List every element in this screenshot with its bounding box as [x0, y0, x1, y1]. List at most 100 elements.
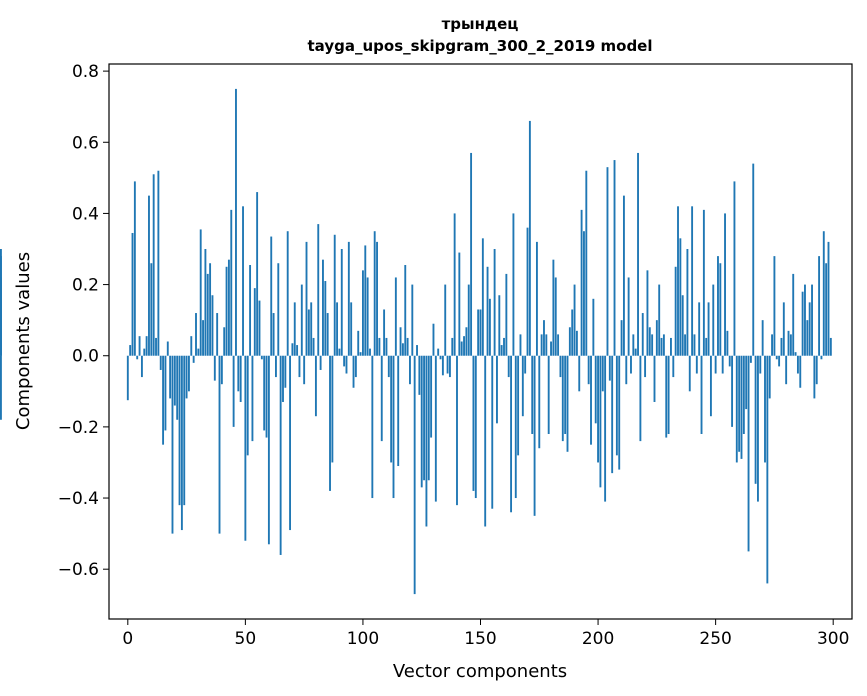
bar [253, 288, 256, 356]
bar [679, 238, 682, 356]
bar [232, 355, 235, 427]
bar [383, 309, 386, 356]
bar [357, 330, 360, 356]
bar [601, 355, 604, 392]
bar [735, 355, 738, 463]
bar [554, 277, 557, 356]
bar [190, 336, 193, 356]
bar [246, 355, 249, 456]
bar [300, 284, 303, 356]
bar [397, 355, 400, 467]
bar [745, 355, 748, 410]
y-tick-label: 0.2 [72, 276, 99, 296]
bar [145, 336, 148, 356]
bar [434, 355, 437, 502]
y-axis-label: Components values [13, 252, 34, 430]
bar [681, 295, 684, 356]
bar [223, 327, 226, 356]
bar [493, 249, 496, 356]
bar [206, 273, 209, 356]
bar [213, 355, 216, 381]
bar [284, 355, 287, 388]
bar [394, 277, 397, 356]
bar [625, 355, 628, 385]
y-tick-label: −0.4 [58, 489, 99, 509]
bar [811, 284, 813, 356]
bar [472, 355, 475, 491]
bar [237, 355, 240, 392]
bar [275, 355, 277, 378]
bar [733, 181, 736, 356]
bar-series [0, 88, 832, 595]
bar [825, 263, 828, 356]
bar [578, 355, 581, 392]
bar [754, 355, 757, 484]
bar [293, 302, 296, 356]
bar [768, 355, 771, 399]
x-tick-label: 300 [817, 629, 849, 649]
bar [272, 313, 275, 356]
bar [225, 266, 228, 356]
bar [340, 249, 343, 356]
bar [413, 355, 416, 595]
bar [251, 355, 254, 442]
bar [467, 284, 470, 356]
bar [634, 348, 637, 356]
bar [726, 330, 729, 356]
bar [771, 334, 773, 356]
bar [585, 170, 588, 356]
bar [0, 355, 2, 420]
bar [719, 263, 722, 356]
bar [533, 355, 536, 516]
bar [526, 227, 529, 356]
bar [387, 355, 390, 378]
bar [507, 355, 510, 378]
bar [303, 355, 306, 385]
bar [314, 355, 317, 417]
bar [658, 284, 661, 356]
bar [822, 231, 825, 356]
bar [263, 355, 266, 431]
bar [524, 355, 527, 374]
bar [465, 327, 468, 356]
bar [479, 309, 482, 356]
bar [622, 195, 625, 356]
bar [173, 355, 176, 406]
bar [307, 309, 310, 356]
bar [535, 241, 538, 356]
bar [150, 263, 153, 356]
bar [764, 355, 766, 463]
bar [385, 337, 388, 356]
bar [390, 355, 393, 463]
bar [432, 323, 435, 356]
bar [538, 355, 541, 449]
bar [319, 355, 322, 370]
bar [571, 309, 574, 356]
bar [606, 167, 609, 356]
bar [249, 265, 252, 356]
bar [728, 355, 731, 367]
bar [717, 256, 719, 356]
bar [444, 284, 447, 356]
bar [594, 355, 597, 424]
bar [630, 355, 632, 374]
bar [133, 181, 136, 356]
bar [324, 281, 327, 356]
bar [331, 355, 334, 463]
bar [406, 337, 409, 356]
bar [220, 355, 223, 385]
bar [580, 209, 583, 356]
bar [665, 355, 668, 438]
bar [216, 313, 219, 356]
bar [258, 300, 261, 356]
bar [641, 313, 644, 356]
bar [192, 355, 195, 363]
bar [185, 355, 188, 399]
bar [312, 337, 315, 356]
bar [757, 355, 759, 502]
bar [693, 334, 696, 356]
bar [491, 355, 494, 509]
bar [587, 355, 590, 385]
bar [409, 355, 411, 385]
bar [559, 355, 562, 378]
